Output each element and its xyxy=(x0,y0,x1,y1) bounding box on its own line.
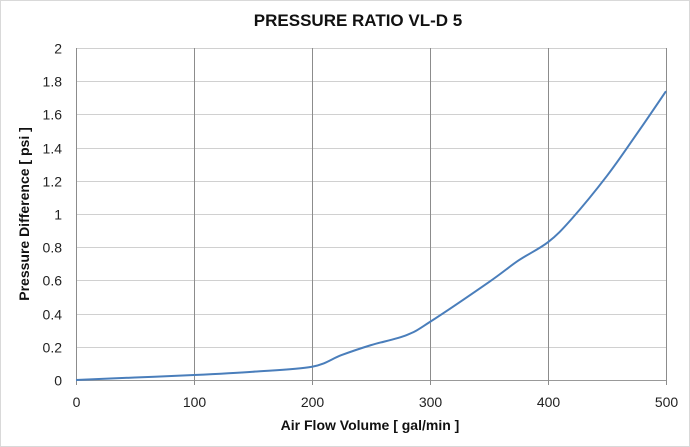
x-tick-label: 200 xyxy=(301,394,325,410)
y-tick-label: 0.6 xyxy=(43,273,63,289)
x-tick-label: 400 xyxy=(537,394,561,410)
y-tick-label: 1.8 xyxy=(43,74,63,90)
x-axis-label: Air Flow Volume [ gal/min ] xyxy=(281,417,460,433)
x-tick-labels: 0 100 200 300 400 500 xyxy=(73,394,679,410)
y-axis-label: Pressure Difference [ psi ] xyxy=(16,127,32,301)
chart-title: PRESSURE RATIO VL-D 5 xyxy=(254,11,462,30)
y-tick-label: 1.6 xyxy=(43,107,63,123)
y-tick-label: 0.4 xyxy=(43,307,63,323)
x-tick-label: 300 xyxy=(419,394,443,410)
y-tick-label: 2 xyxy=(54,41,62,57)
y-tick-label: 0.2 xyxy=(43,340,63,356)
x-tick-label: 100 xyxy=(183,394,207,410)
x-tick-label: 500 xyxy=(655,394,679,410)
series-line xyxy=(75,90,667,381)
y-tick-label: 0 xyxy=(54,373,62,389)
x-tick-label: 0 xyxy=(73,394,81,410)
series-group xyxy=(75,90,667,381)
y-tick-label: 1.4 xyxy=(43,141,63,157)
y-tick-label: 0.8 xyxy=(43,240,63,256)
y-tick-label: 1.2 xyxy=(43,174,63,190)
grid xyxy=(76,48,667,385)
y-tick-labels: 0 0.2 0.4 0.6 0.8 1 1.2 1.4 1.6 1.8 2 xyxy=(43,41,63,389)
y-tick-label: 1 xyxy=(54,207,62,223)
